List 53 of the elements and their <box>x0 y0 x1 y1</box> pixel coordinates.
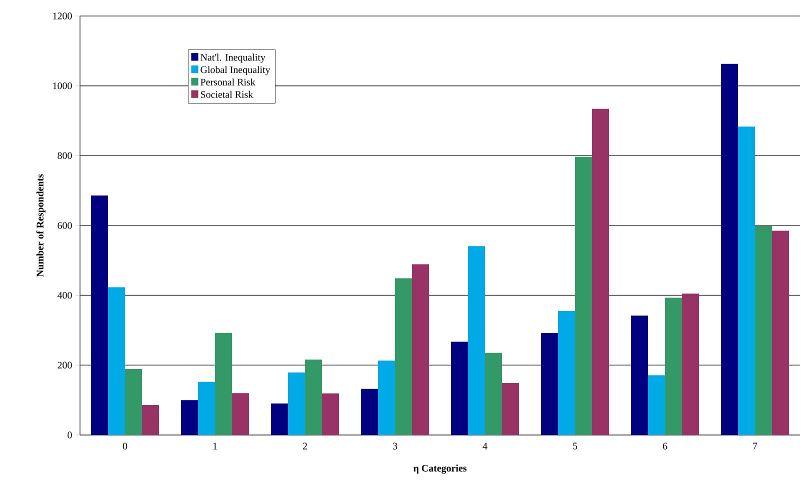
y-tick-label: 800 <box>58 152 72 160</box>
y-tick-label: 200 <box>58 362 72 369</box>
x-tick-label: 4 <box>482 442 488 450</box>
x-tick-label: 1 <box>213 442 217 450</box>
bar <box>181 400 198 435</box>
bar <box>468 246 486 435</box>
bar <box>395 278 412 435</box>
bar <box>541 333 558 435</box>
bar <box>665 298 682 435</box>
x-tick-label: 3 <box>393 442 398 450</box>
bar <box>288 372 306 435</box>
bar <box>322 393 340 435</box>
bar <box>485 352 502 435</box>
legend-label: Nat'l. Inequality <box>200 54 266 63</box>
bar <box>451 342 468 435</box>
legend-label: Societal Risk <box>200 90 254 98</box>
bar <box>361 388 378 435</box>
bar <box>592 108 610 435</box>
y-tick-label: 400 <box>57 292 72 299</box>
x-tick-label: 5 <box>573 442 578 450</box>
x-axis-title: η Categories <box>413 464 467 474</box>
y-axis-title: Number of Respondents <box>36 174 46 277</box>
bar <box>648 375 665 435</box>
bar <box>721 64 738 435</box>
bar <box>772 230 790 435</box>
bar <box>198 382 216 435</box>
bar <box>125 368 142 435</box>
bar <box>271 404 288 435</box>
bar <box>91 195 108 435</box>
y-tick-label: 600 <box>58 222 72 229</box>
bar <box>682 294 700 435</box>
y-tick-label: 1000 <box>53 82 72 90</box>
bar <box>232 393 250 435</box>
bar <box>575 156 592 435</box>
bar <box>305 360 322 435</box>
bar <box>108 287 126 435</box>
bar <box>215 333 232 435</box>
x-tick-label: 7 <box>753 442 758 450</box>
bar <box>558 311 576 435</box>
bar <box>378 360 396 435</box>
bar <box>755 226 772 435</box>
bar <box>631 316 648 435</box>
x-tick-label: 2 <box>302 442 307 450</box>
bar <box>142 404 160 435</box>
bar <box>412 264 430 435</box>
legend-label: Personal Risk <box>200 78 256 86</box>
x-tick-label: 6 <box>662 442 668 450</box>
bar <box>738 126 756 435</box>
bar <box>502 382 520 435</box>
legend-label: Global Inequality <box>200 66 270 76</box>
x-tick-label: 0 <box>122 442 128 450</box>
y-tick-label: 0 <box>68 432 72 438</box>
y-tick-label: 1200 <box>53 12 72 20</box>
